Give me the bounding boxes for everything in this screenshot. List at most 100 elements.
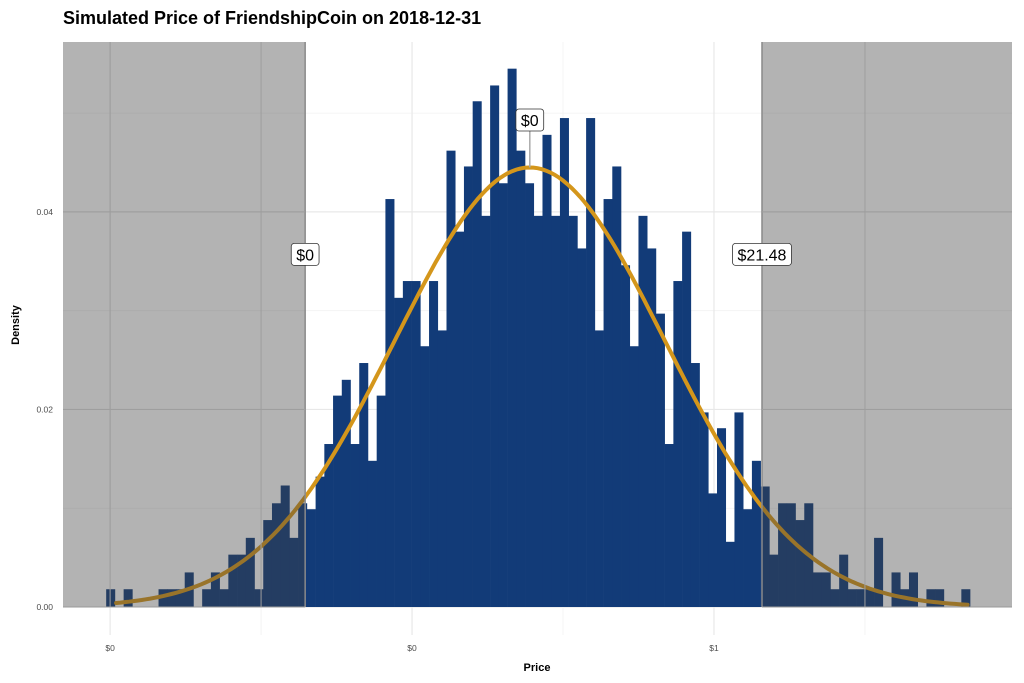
- histogram-bar: [237, 554, 247, 607]
- histogram-bar: [839, 554, 849, 607]
- value-label: $21.48: [732, 242, 792, 266]
- histogram-bar: [629, 346, 639, 607]
- x-axis-ticks: $0 $0 $1: [105, 643, 719, 653]
- histogram-bar: [751, 460, 761, 607]
- y-tick-label: 0.04: [36, 207, 53, 217]
- histogram-bar: [594, 330, 604, 607]
- histogram-bar: [411, 281, 421, 607]
- histogram-bar: [865, 589, 875, 607]
- histogram-bar: [280, 485, 290, 607]
- y-tick-label: 0.02: [36, 404, 53, 414]
- value-label-box: [290, 242, 320, 266]
- histogram-bar: [673, 281, 683, 607]
- chart-title: Simulated Price of FriendshipCoin on 201…: [63, 8, 481, 28]
- histogram-bar: [254, 589, 264, 607]
- x-axis-label: Price: [524, 662, 551, 674]
- histogram-bar: [367, 460, 377, 607]
- x-tick-label: $0: [407, 643, 417, 653]
- histogram-bar: [455, 231, 465, 608]
- histogram-bar: [210, 572, 220, 607]
- histogram-bar: [778, 503, 788, 607]
- histogram-bar: [298, 503, 308, 607]
- histogram-bar: [708, 493, 718, 607]
- histogram-bar: [167, 589, 177, 607]
- histogram-bar: [699, 412, 709, 607]
- histogram-bar: [306, 509, 316, 607]
- histogram-bar: [551, 215, 561, 607]
- histogram-bar: [874, 537, 884, 607]
- shaded-region: [63, 42, 306, 607]
- histogram-bar: [690, 363, 700, 607]
- histogram-bar: [289, 537, 299, 607]
- histogram-bar: [394, 297, 404, 607]
- histogram-bar: [812, 572, 823, 607]
- x-tick-label: $0: [105, 643, 115, 653]
- histogram-bar: [446, 150, 456, 607]
- histogram-bar: [437, 330, 447, 607]
- value-label: $0: [290, 242, 320, 266]
- density-curve-layer: [114, 165, 970, 607]
- histogram-bar: [245, 537, 255, 607]
- histogram-bar: [542, 134, 552, 607]
- histogram-bar: [830, 589, 840, 607]
- x-tick-label: $1: [709, 643, 719, 653]
- histogram-bar: [533, 215, 543, 607]
- histogram-bars: [106, 68, 971, 608]
- histogram-bar: [333, 395, 343, 607]
- histogram-bar: [961, 589, 971, 607]
- histogram-bar: [612, 166, 622, 607]
- histogram-bar: [734, 412, 744, 607]
- histogram-bar: [472, 101, 482, 607]
- histogram-bar: [429, 281, 439, 607]
- value-label-box: [515, 108, 545, 132]
- histogram-bar: [586, 118, 596, 608]
- histogram-bar: [926, 589, 936, 607]
- histogram-bar: [891, 572, 901, 607]
- histogram-bar: [577, 248, 587, 607]
- shaded-tail-regions: [63, 42, 1012, 608]
- histogram-bar: [359, 363, 369, 607]
- histogram-bar: [263, 520, 273, 607]
- value-label-text: $21.48: [738, 247, 787, 264]
- histogram-bar: [603, 199, 613, 607]
- histogram-bar: [228, 554, 238, 607]
- density-curve: [114, 165, 970, 607]
- histogram-bar: [795, 520, 805, 607]
- histogram-bar: [525, 183, 535, 607]
- value-label-box: [732, 242, 792, 266]
- histogram-bar: [202, 589, 212, 607]
- shaded-region: [761, 42, 1012, 607]
- histogram-bar: [638, 215, 648, 607]
- histogram-bar: [175, 589, 186, 607]
- histogram-bar: [420, 346, 430, 607]
- histogram-bar: [725, 541, 735, 607]
- histogram-bar: [498, 183, 508, 607]
- y-tick-label: 0.00: [36, 602, 53, 612]
- histogram-bar: [786, 503, 796, 607]
- histogram-bar: [769, 554, 779, 607]
- histogram-bar: [271, 503, 281, 607]
- histogram-bar: [847, 589, 857, 607]
- histogram-bar: [481, 215, 491, 607]
- histogram-bar: [935, 589, 945, 607]
- histogram-bar: [463, 166, 473, 607]
- histogram-bar: [106, 589, 116, 607]
- histogram-bar: [743, 509, 753, 607]
- histogram-bar: [490, 85, 500, 607]
- histogram-bar: [568, 215, 578, 607]
- histogram-bar: [376, 395, 386, 607]
- histogram-bar: [621, 265, 631, 607]
- histogram-bar: [856, 589, 866, 607]
- histogram-bar: [664, 444, 674, 607]
- histogram-bar: [760, 486, 770, 607]
- y-axis-ticks: 0.00 0.02 0.04: [36, 207, 53, 612]
- histogram-bar: [908, 572, 919, 607]
- histogram-bar: [315, 476, 325, 607]
- histogram-bar: [717, 428, 727, 607]
- histogram-bar: [655, 313, 665, 607]
- histogram-bar: [559, 118, 569, 608]
- value-label: $0: [515, 108, 545, 132]
- histogram-bar: [821, 572, 831, 607]
- histogram-bar: [682, 231, 692, 608]
